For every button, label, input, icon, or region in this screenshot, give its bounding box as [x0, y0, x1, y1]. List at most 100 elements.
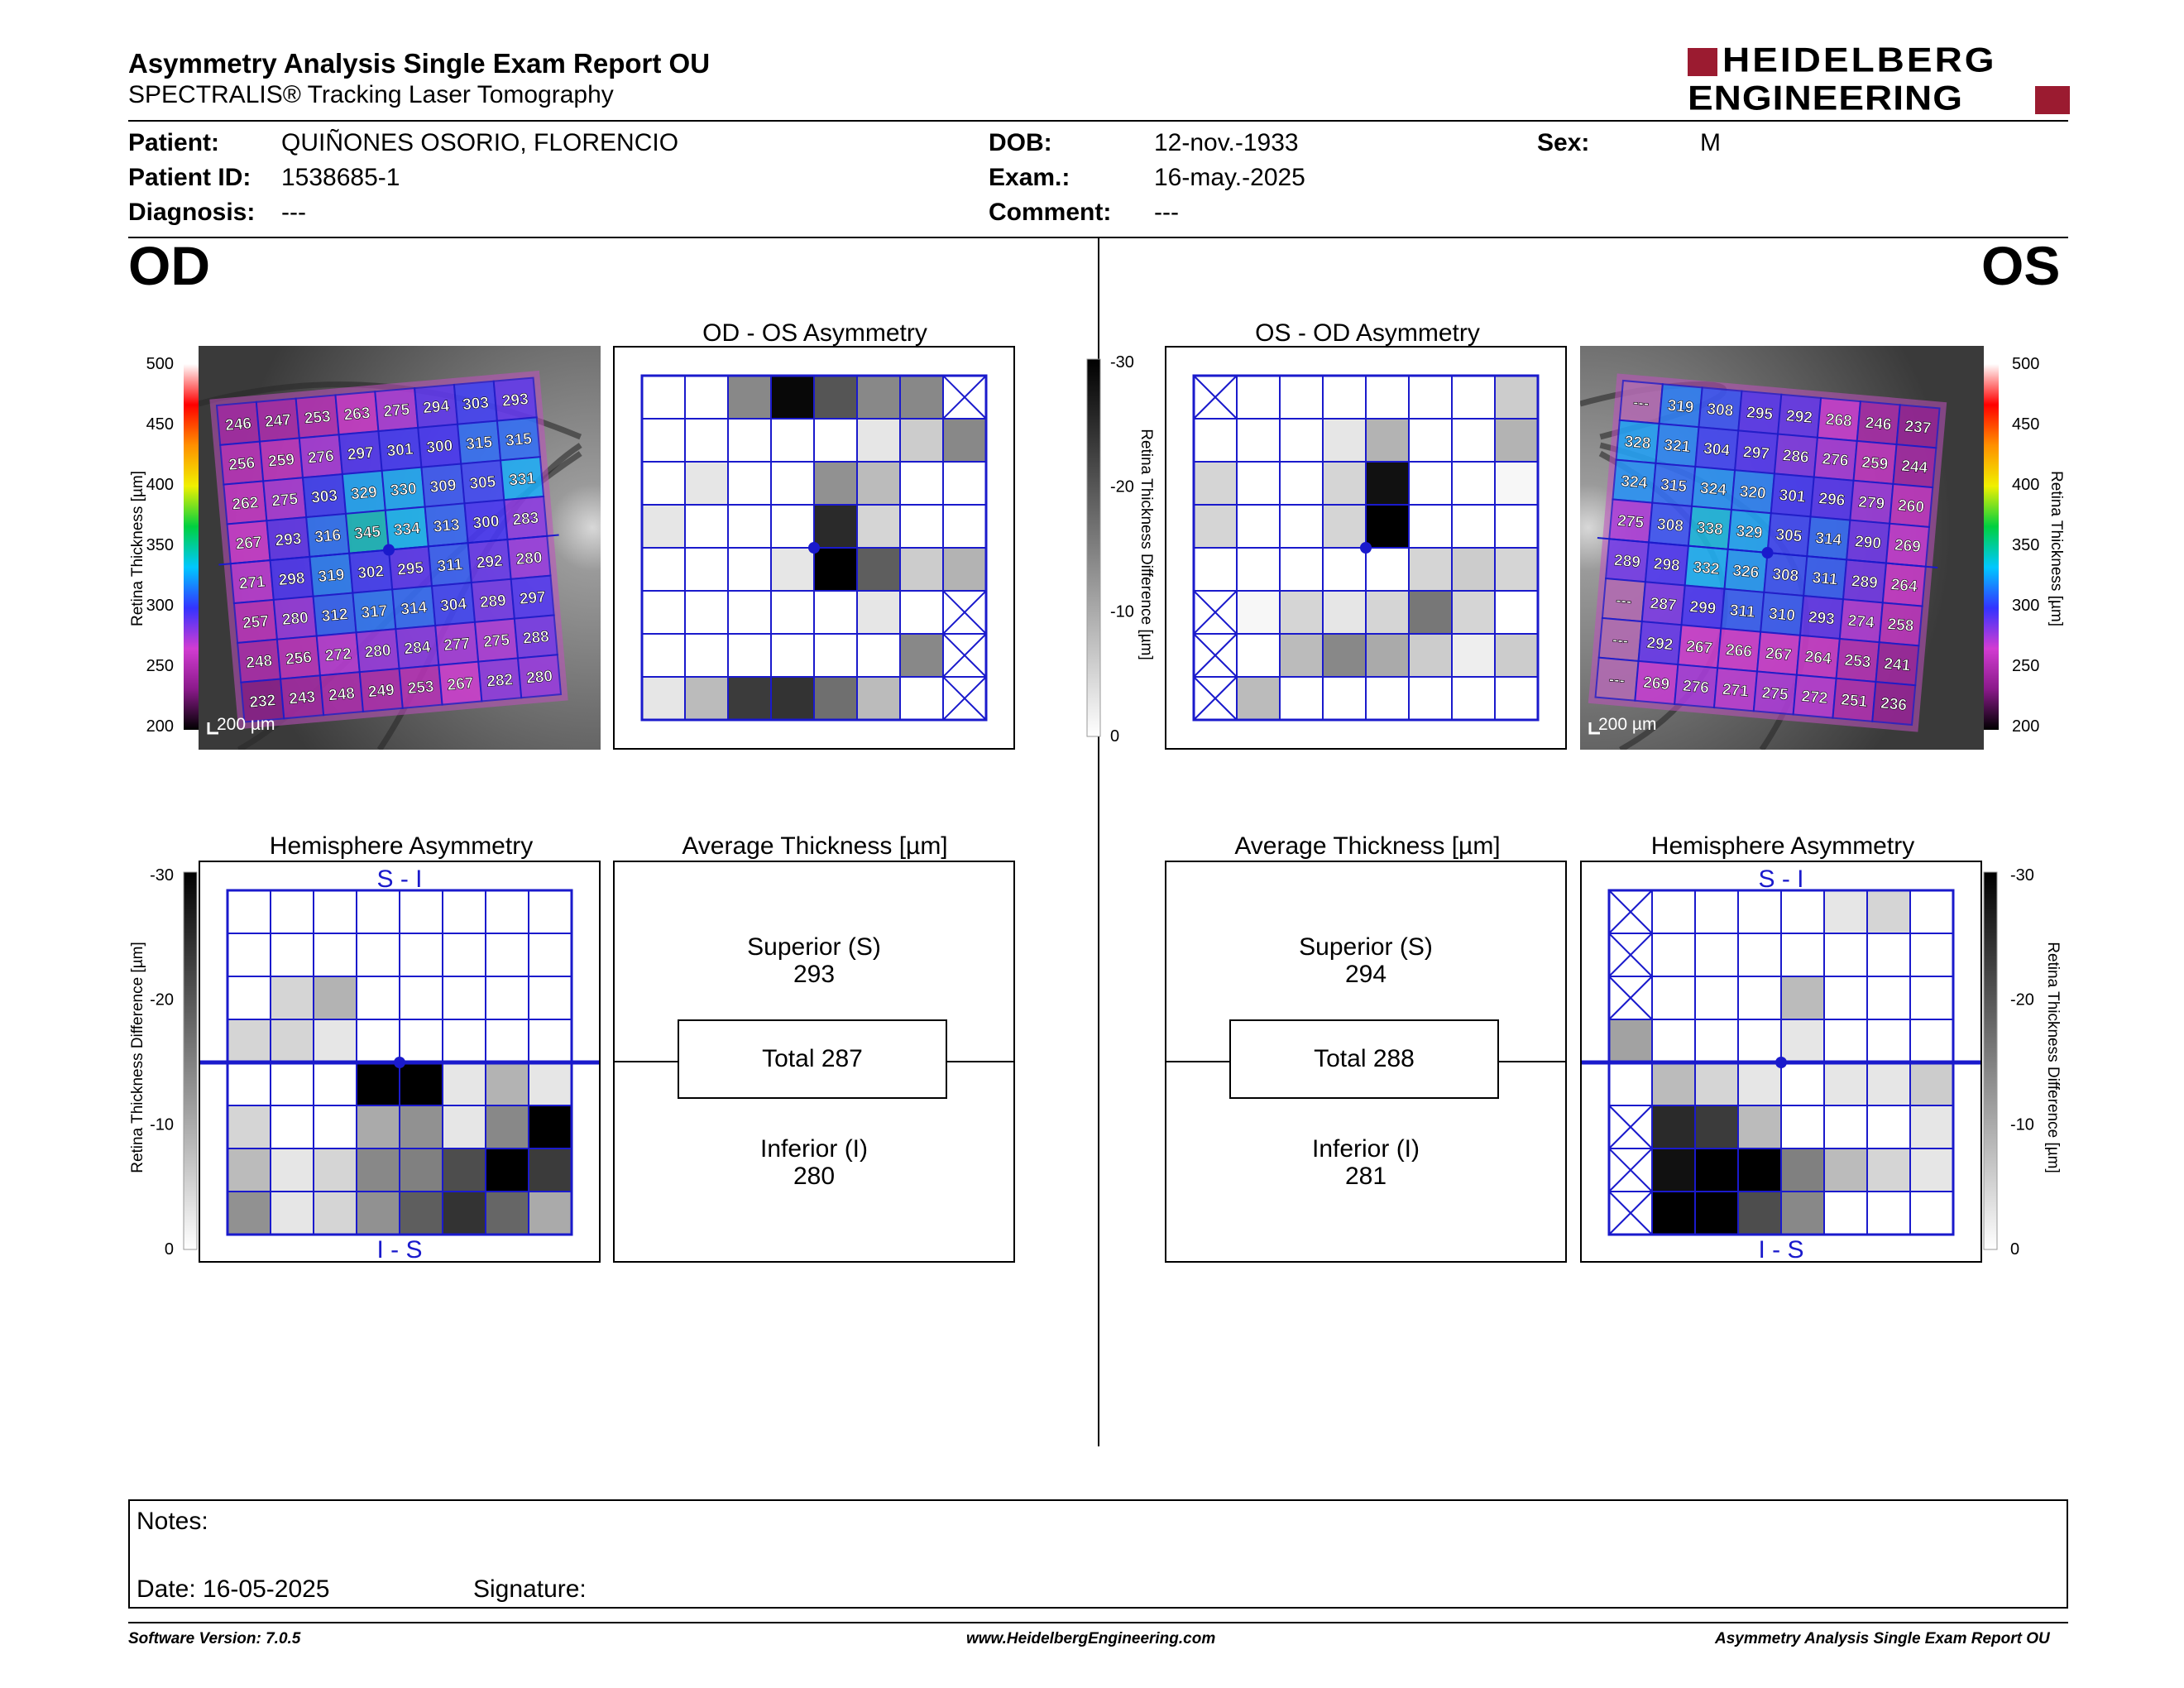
grid-cell: [684, 547, 729, 592]
thickness-tick-label: 450: [2012, 415, 2039, 434]
thickness-value: 298: [278, 570, 305, 590]
grid-cell: [770, 504, 815, 549]
thickness-tick-label: 350: [2012, 536, 2039, 554]
report-subtitle: SPECTRALIS® Tracking Laser Tomography: [128, 81, 614, 108]
date-label: Date: 16-05-2025: [136, 1575, 330, 1603]
exam-label: Exam.:: [989, 164, 1070, 191]
grid-cell: [1909, 890, 1954, 934]
thickness-value: 280: [364, 642, 391, 662]
thickness-value: 310: [1768, 605, 1795, 625]
grid-cell: [1737, 1191, 1782, 1235]
thickness-value: 300: [426, 437, 453, 457]
grid-cell: [485, 890, 529, 934]
od-avg-title: Average Thickness [µm]: [682, 832, 948, 860]
grid-cell: [1651, 1062, 1696, 1106]
grid-cell: [684, 590, 729, 635]
grid-cell: [1651, 1105, 1696, 1149]
thickness-value: 251: [1841, 691, 1869, 711]
thickness-value: 303: [462, 394, 489, 414]
grid-cell: [1365, 633, 1410, 678]
grid-cell: [899, 375, 944, 420]
grid-cell: [1823, 933, 1868, 977]
thickness-value: 288: [522, 628, 549, 648]
grid-cell: [528, 1105, 572, 1149]
thickness-value: 232: [249, 692, 276, 712]
grid-cell: [1494, 547, 1539, 592]
grid-cell: [899, 676, 944, 721]
os-thickness-map-panel: --- 319 308 295 292 268 246 237 328 321 304 297 286 2…: [1579, 346, 1984, 753]
thickness-value: 298: [1653, 555, 1680, 575]
excluded-cell-mark: [1193, 676, 1238, 721]
grid-cell: [641, 504, 686, 549]
thickness-value: ---: [1632, 394, 1650, 413]
grid-cell: [1651, 1148, 1696, 1192]
grid-cell: [1737, 933, 1782, 977]
difference-scale-title: Retina Thickness Difference [µm]: [129, 942, 146, 1173]
grid-cell: [485, 933, 529, 977]
thickness-value: 272: [324, 645, 352, 665]
thickness-value: 259: [1861, 454, 1889, 474]
thickness-scale-title: Retina Thickness [µm]: [2048, 471, 2065, 626]
grid-cell: [1866, 1148, 1911, 1192]
grid-cell: [1651, 976, 1696, 1020]
grid-cell: [856, 633, 901, 678]
grid-cell: [1193, 504, 1238, 549]
thickness-value: 280: [515, 549, 543, 568]
thickness-value: 297: [519, 588, 546, 608]
os-avg-title: Average Thickness [µm]: [1234, 832, 1501, 860]
grid-cell: [1236, 590, 1281, 635]
grid-cell: [485, 1062, 529, 1106]
thickness-value: 296: [1818, 490, 1846, 510]
grid-cell: [1236, 375, 1281, 420]
excluded-cell-mark: [942, 633, 987, 678]
grid-cell: [641, 375, 686, 420]
thickness-value: 260: [1897, 497, 1924, 517]
footer-website[interactable]: www.HeidelbergEngineering.com: [966, 1630, 1216, 1647]
grid-cell: [313, 1148, 357, 1192]
od-superior-label: Superior (S): [747, 933, 881, 961]
grid-cell: [770, 676, 815, 721]
grid-cell: [1236, 504, 1281, 549]
thickness-color-bar: [1984, 364, 1999, 730]
difference-tick-label: -10: [2010, 1115, 2034, 1134]
grid-cell: [270, 1191, 314, 1235]
thickness-tick-label: 300: [146, 597, 174, 615]
excluded-cell-mark: [1608, 976, 1653, 1020]
od-thickness-map-panel: 246 247 253 263 275 294 303 293 256 259 276 297 301 3…: [198, 346, 601, 753]
thickness-value: 331: [509, 470, 537, 490]
logo-square-top: [1688, 48, 1717, 76]
grid-cell: [770, 633, 815, 678]
thickness-value: 311: [1729, 602, 1756, 621]
thickness-value: 320: [1739, 483, 1766, 503]
grid-cell: [1451, 633, 1496, 678]
excluded-cell-mark: [1608, 890, 1653, 934]
logo-line1: HEIDELBERG: [1722, 40, 1997, 79]
os-total: Total 288: [1314, 1045, 1415, 1072]
thickness-value: 329: [1736, 523, 1763, 543]
thickness-value: 319: [1667, 397, 1694, 417]
thickness-value: 267: [1686, 638, 1713, 658]
difference-tick-label: -30: [2010, 869, 2034, 885]
difference-tick-label: -30: [150, 869, 174, 885]
thickness-value: 304: [1703, 440, 1731, 460]
od-superior: Superior (S) 293: [615, 933, 1013, 988]
grid-cell: [1322, 676, 1367, 721]
grid-cell: [770, 375, 815, 420]
grid-cell: [684, 375, 729, 420]
grid-cell: [442, 1105, 486, 1149]
grid-cell: [942, 504, 987, 549]
grid-cell: [1365, 676, 1410, 721]
scale-bar: [207, 722, 218, 735]
grid-cell: [1494, 590, 1539, 635]
grid-cell: [313, 1191, 357, 1235]
grid-cell: [641, 547, 686, 592]
thickness-scale-title: Retina Thickness [µm]: [129, 471, 146, 626]
dob-value: 12-nov.-1933: [1154, 129, 1299, 156]
difference-tick-label: 0: [1110, 727, 1119, 745]
excluded-cell-mark: [942, 676, 987, 721]
notes-box[interactable]: Notes: Date: 16-05-2025 Signature:: [128, 1499, 2068, 1609]
thickness-value: 249: [367, 682, 395, 702]
thickness-value: 304: [439, 596, 467, 616]
thickness-value: 300: [472, 513, 500, 533]
sex-value: M: [1700, 129, 1721, 156]
